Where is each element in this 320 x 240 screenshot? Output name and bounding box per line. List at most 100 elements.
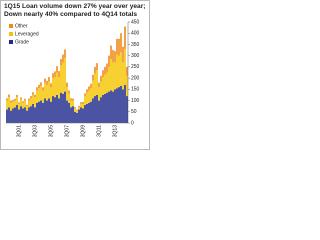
bar-segment — [82, 103, 84, 109]
bar-segment — [16, 97, 18, 106]
bar-segment — [120, 52, 122, 86]
bar-segment — [70, 98, 72, 101]
bar-segment — [20, 106, 22, 123]
chart-title: Down nearly 40% compared to 4Q14 totals — [4, 11, 137, 18]
legend-swatch — [9, 32, 13, 36]
bar-segment — [66, 100, 68, 123]
y-tick-label: 350 — [131, 42, 140, 48]
bar-segment — [70, 107, 72, 123]
bar-segment — [94, 96, 96, 123]
bar-segment — [20, 99, 22, 107]
bar-segment — [72, 98, 74, 101]
bar-segment — [10, 100, 12, 103]
bar-segment — [88, 86, 90, 91]
bar-segment — [54, 97, 56, 123]
x-tick-label: 3Q11 — [96, 125, 102, 137]
bar-segment — [38, 84, 40, 89]
bar-segment — [50, 101, 52, 123]
bar-segment — [124, 26, 126, 49]
bar-segment — [122, 62, 124, 90]
bar-segment — [18, 103, 20, 110]
legend-swatch — [9, 40, 13, 44]
bar-segment — [50, 87, 52, 102]
bar-segment — [82, 101, 84, 104]
bar-segment — [94, 66, 96, 74]
bar-segment — [12, 101, 14, 109]
bar-segment — [44, 78, 46, 83]
bar-segment — [76, 110, 78, 113]
bar-segment — [126, 66, 128, 76]
bar-segment — [96, 70, 98, 95]
bar-segment — [112, 50, 114, 63]
bar-segment — [68, 93, 70, 103]
bar-segment — [116, 38, 118, 55]
bar-segment — [102, 70, 104, 77]
bar-segment — [12, 108, 14, 123]
bar-segment — [48, 81, 50, 99]
bar-segment — [48, 76, 50, 82]
bar-segment — [118, 38, 120, 56]
bar-segment — [120, 33, 122, 53]
bar-segment — [112, 91, 114, 123]
bar-segment — [8, 107, 10, 123]
bar-segment — [36, 87, 38, 91]
bar-segment — [112, 62, 114, 92]
bar-segment — [88, 90, 90, 103]
bar-segment — [86, 92, 88, 104]
bar-segment — [74, 108, 76, 112]
bar-segment — [104, 66, 106, 75]
bar-segment — [26, 110, 28, 123]
bar-segment — [42, 90, 44, 103]
bar-segment — [28, 98, 30, 101]
bar-segment — [116, 54, 118, 89]
bar-segment — [24, 107, 26, 123]
y-tick-label: 150 — [131, 87, 140, 93]
bar-segment — [6, 100, 8, 110]
bar-segment — [38, 88, 40, 102]
bar-segment — [32, 92, 34, 95]
y-tick-label: 300 — [131, 53, 140, 59]
bar-segment — [92, 98, 94, 123]
bar-segment — [90, 101, 92, 123]
bar-segment — [70, 100, 72, 108]
bar-segment — [108, 91, 110, 123]
bar-segment — [38, 101, 40, 123]
bar-segment — [66, 87, 68, 101]
bar-segment — [20, 97, 22, 100]
bar-segment — [46, 80, 48, 85]
bar-segment — [62, 62, 64, 94]
bar-segment — [52, 78, 54, 97]
bar-segment — [116, 88, 118, 123]
bar-segment — [76, 112, 78, 123]
bar-segment — [110, 45, 112, 60]
page: {"chart_data": {"type": "stacked_bar", "… — [0, 0, 150, 150]
bar-segment — [52, 73, 54, 79]
bar-segment — [110, 59, 112, 91]
bar-segment — [30, 98, 32, 107]
bar-segment — [62, 93, 64, 123]
bar-segment — [90, 83, 92, 89]
bar-segment — [96, 63, 98, 71]
y-tick-label: 200 — [131, 75, 140, 81]
y-tick-label: 0 — [131, 120, 134, 126]
bar-segment — [98, 100, 100, 123]
bar-segment — [94, 73, 96, 97]
bar-segment — [34, 94, 36, 98]
bar-segment — [104, 93, 106, 123]
bar-segment — [84, 93, 86, 97]
bar-segment — [32, 94, 34, 104]
bar-segment — [80, 103, 82, 108]
bar-segment — [102, 94, 104, 123]
bar-segment — [46, 84, 48, 101]
bar-segment — [36, 102, 38, 123]
bar-segment — [62, 54, 64, 63]
bar-segment — [44, 82, 46, 99]
bar-segment — [80, 107, 82, 123]
bar-segment — [18, 102, 20, 104]
bar-segment — [108, 55, 110, 67]
legend-swatch — [9, 24, 13, 28]
bar-segment — [60, 59, 62, 66]
bar-segment — [126, 75, 128, 97]
bar-segment — [24, 100, 26, 108]
legend-label: Other — [15, 23, 28, 29]
